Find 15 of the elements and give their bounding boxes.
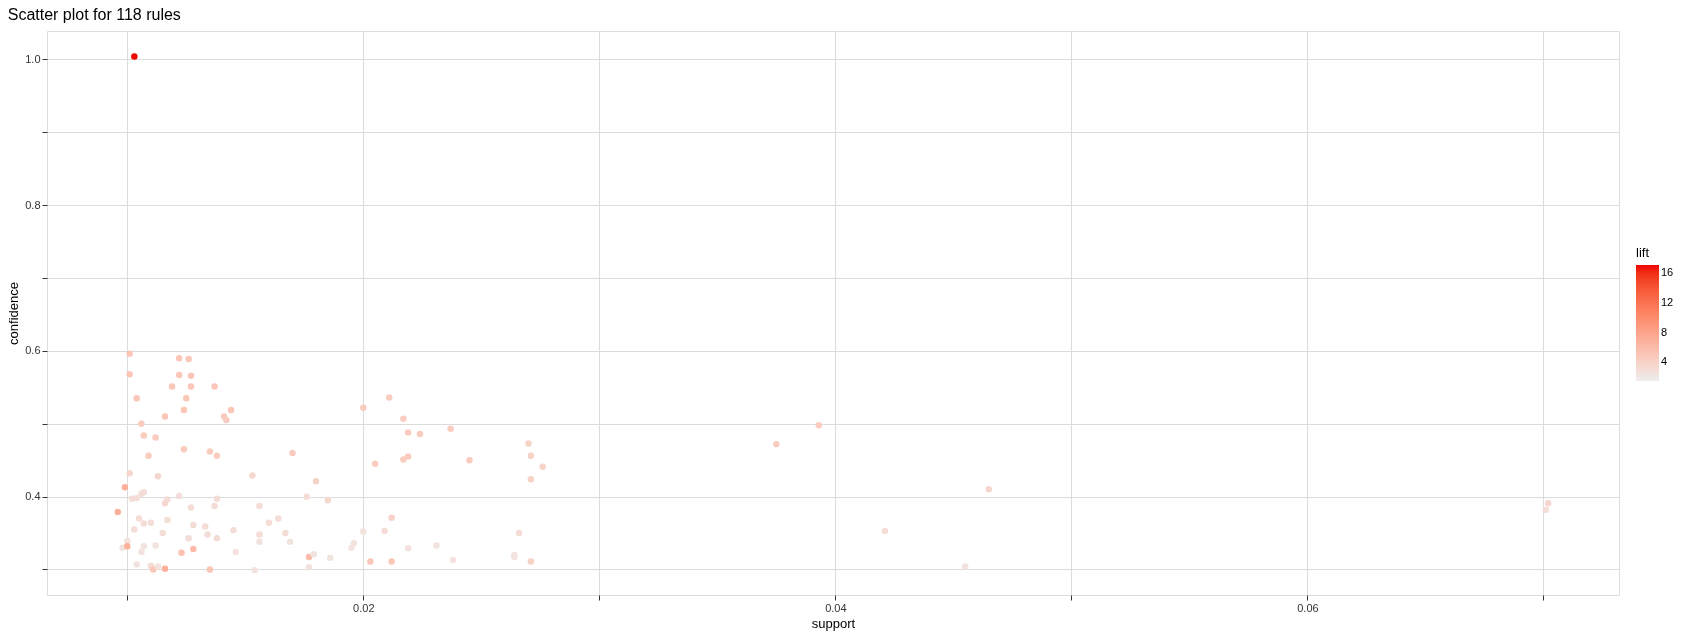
color-bar-label: 12: [1661, 295, 1674, 308]
x-tick-label: 0.04: [825, 601, 847, 614]
color-bar-label: 8: [1661, 325, 1668, 338]
y-tick-label: 1.0: [25, 52, 41, 65]
y-tick-label: 0.4: [25, 490, 41, 503]
x-tick-label: 0.06: [1297, 601, 1319, 614]
color-bar-label: 16: [1661, 266, 1674, 279]
y-tick-label: 0.6: [25, 344, 41, 357]
y-tick-label: 0.8: [25, 198, 41, 211]
chart-title: Scatter plot for 118 rules: [7, 6, 181, 23]
x-axis-title: support: [811, 615, 856, 631]
x-tick-label: 0.02: [353, 601, 375, 614]
legend-title: lift: [1636, 245, 1650, 260]
color-bar-label: 4: [1661, 355, 1668, 368]
y-axis-title: confidence: [6, 282, 22, 345]
